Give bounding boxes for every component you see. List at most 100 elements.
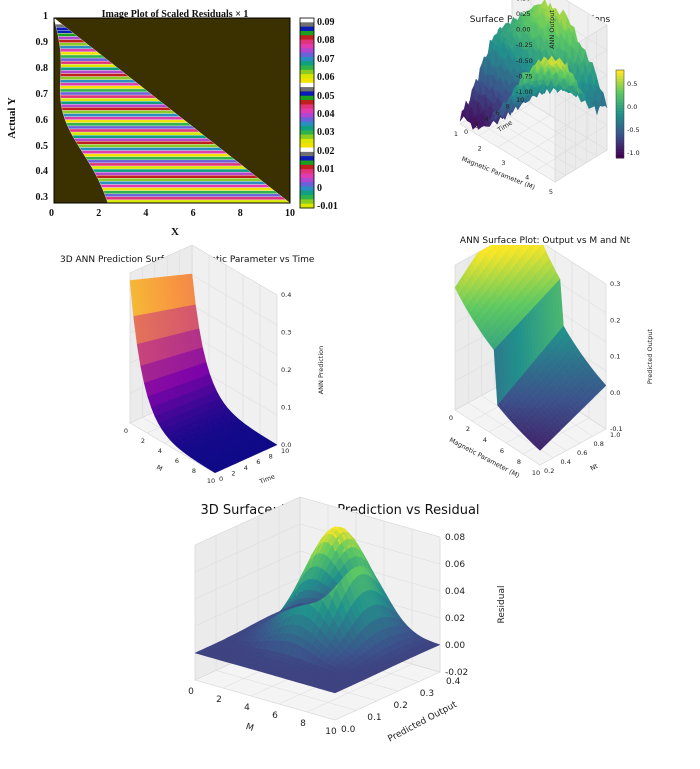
residual-colorbar-segment (300, 61, 314, 66)
residual-image-y-tick: 0.5 (35, 140, 49, 152)
residual-image-x-tick: 0 (49, 208, 54, 219)
residual-image-band (60, 57, 110, 62)
residual-image-y-tick: 0.7 (35, 88, 49, 100)
p4-surface-patch (494, 245, 500, 247)
ann-surface-svg: 0.50.0-0.5-1.0 5432102468101.000.750.500… (454, 0, 640, 196)
p5-gridline (215, 670, 357, 711)
p3-y-tick: 2 (231, 469, 235, 477)
residual-image-y-tick: 0.9 (35, 36, 49, 48)
residual-image-band (60, 51, 102, 56)
residual-image-band (60, 104, 169, 108)
p4-y-tick: 0.4 (561, 458, 571, 466)
ann-colorbar-segment (616, 114, 624, 118)
residual-colorbar-frame (299, 17, 315, 209)
ann-colorbar-segment (616, 108, 624, 112)
ann-colorbar-segment (616, 116, 624, 121)
p2-z-tick: 0.25 (516, 10, 530, 18)
p3-z-label: ANN Prediction (317, 346, 325, 395)
residual-image-band (83, 153, 232, 157)
residual-colorbar-segment (300, 169, 314, 174)
ann-colorbar-segment (616, 131, 624, 136)
p2-y-tick: 6 (495, 109, 499, 117)
residual-colorbar-segment (300, 39, 314, 45)
p4-z-tick: 0.1 (610, 353, 620, 361)
ann-colorbar-tick: 0.5 (627, 80, 637, 88)
p3-y-tick: 4 (244, 464, 248, 472)
p3-z-tick: 0.3 (281, 329, 291, 337)
p4-z-label: Predicted Output (646, 328, 654, 384)
ann-colorbar-segment (616, 149, 624, 153)
ann-colorbar-segment (616, 87, 624, 92)
residual-image-svg (53, 17, 315, 209)
p4-z-tick: 0.0 (610, 389, 620, 397)
p3-x-tick: 10 (207, 477, 215, 485)
p4-z-tick: 0.3 (610, 280, 620, 288)
residual-colorbar-segment (300, 65, 314, 71)
residual-colorbar-tick: 0.02 (317, 145, 335, 157)
residual-image-band (75, 141, 216, 145)
p5-z-tick: 0.02 (445, 614, 465, 624)
p2-gridline (554, 149, 608, 183)
residual-image-band (58, 39, 87, 43)
p5-z-tick: 0.00 (445, 641, 465, 651)
residual-colorbar-segment (300, 18, 314, 23)
residual-image-band (62, 113, 181, 117)
ann-colorbar-segment (616, 90, 624, 94)
ann-colorbar-segment (616, 105, 624, 109)
ann-colorbar-segment (616, 122, 624, 127)
residual-colorbar-segment (300, 134, 314, 140)
p4-x-tick: 6 (500, 447, 504, 455)
p4-y-tick: 0.8 (594, 440, 604, 448)
p5-y-tick: 0.4 (446, 677, 461, 687)
ann-colorbar-segment (616, 137, 624, 141)
p3-gridline (191, 274, 278, 326)
residual-image-band (60, 85, 146, 90)
residual-image-band (94, 172, 256, 176)
residual-image-y-tick: 0.6 (35, 114, 49, 126)
p2-gridline (535, 138, 589, 171)
residual-colorbar-tick: 0.06 (317, 72, 335, 84)
residual-image-band (59, 45, 94, 49)
p3-y-tick: 0 (219, 475, 223, 483)
residual-image-panel: Image Plot of Scaled Residuals × 1 1 0.9 0… (0, 0, 350, 240)
residual-colorbar-segment (300, 26, 314, 32)
residual-colorbar-segment (300, 95, 314, 101)
p4-gridline (545, 245, 607, 285)
residual-image-band (59, 42, 90, 46)
residual-image-band (95, 175, 260, 179)
p3-x-tick: 4 (158, 447, 162, 455)
ann-colorbar-segment (616, 81, 624, 86)
p4-y-tick: 0.6 (577, 449, 587, 457)
p4-x-tick: 10 (532, 469, 540, 477)
ann-colorbar-segment (616, 125, 624, 130)
residual-image-y-tick: 0.8 (35, 62, 49, 74)
p3-y-tick: 10 (281, 447, 289, 455)
p5-gridline (194, 523, 301, 573)
ann-colorbar-segment (616, 78, 624, 83)
residual-image-band (98, 181, 267, 185)
p3-z-tick: 0.2 (281, 366, 291, 374)
ann-colorbar-segment (616, 143, 624, 147)
residual-colorbar-tick: 0.03 (317, 127, 335, 139)
residual-colorbar-segment (300, 74, 314, 79)
residual-image-band (92, 168, 252, 173)
ann-colorbar-segment (616, 140, 624, 144)
residual-colorbar-segment (300, 138, 314, 144)
p3-y-tick: 8 (269, 453, 273, 461)
residual-colorbar-segment (300, 56, 314, 62)
ann-colorbar-segment (616, 128, 624, 133)
residual-colorbar-tick: 0.01 (317, 164, 335, 176)
ann-colorbar-segment (616, 155, 624, 159)
residual-image-band (90, 165, 248, 170)
residual-image-band (100, 184, 271, 188)
ann-colorbar-segment (616, 111, 624, 115)
residual-colorbar-segment (300, 91, 314, 97)
residual-colorbar-segment (300, 43, 314, 49)
p3-x-tick: 0 (124, 427, 128, 435)
residual-colorbar-tick: 0.08 (317, 35, 335, 47)
p5-gridline (299, 523, 441, 565)
ann-colorbar-segment (616, 152, 624, 156)
residual-image-band (60, 82, 142, 86)
p2-y-tick: 0 (464, 128, 468, 136)
residual-image-band (60, 67, 122, 71)
